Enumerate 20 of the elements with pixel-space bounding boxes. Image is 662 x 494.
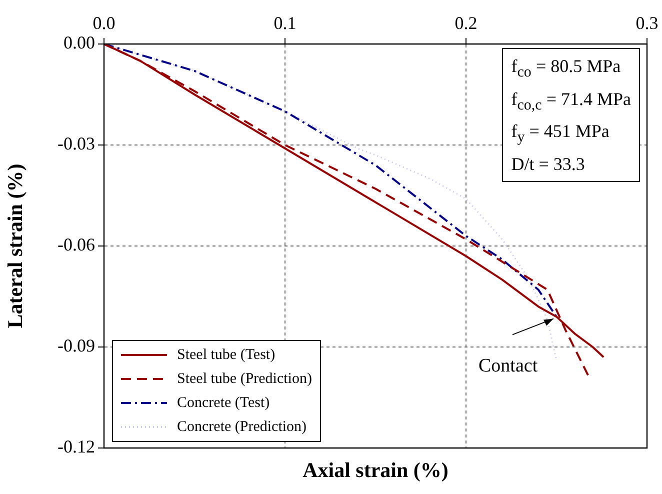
legend-label: Steel tube (Test) (177, 346, 276, 365)
annotation: Contact (478, 356, 538, 377)
annotation: f$_{y}$ = 451 MPa (511, 120, 610, 148)
y-tick-label: -0.06 (58, 234, 95, 255)
y-tick-label: -0.12 (58, 436, 95, 457)
y-tick-label: 0.00 (64, 32, 95, 53)
annotation: f$_{co,c}$ = 71.4 MPa (511, 88, 631, 116)
annotation: f$_{co}$ = 80.5 MPa (511, 55, 622, 83)
y-tick-label: -0.09 (58, 336, 95, 356)
annotation: D/t = 33.3 (511, 152, 586, 176)
legend-label: Concrete (Test) (177, 394, 270, 413)
x-axis-title: Axial strain (%) (302, 458, 450, 483)
x-tick-label: 0.2 (454, 12, 478, 33)
x-tick-label: 0.0 (92, 12, 116, 33)
y-axis-title: Lateral strain (%) (3, 164, 28, 328)
x-tick-label: 0.3 (636, 12, 658, 33)
y-tick-label: -0.03 (58, 134, 95, 154)
legend-label: Concrete (Prediction) (177, 418, 307, 437)
x-tick-label: 0.1 (274, 12, 296, 33)
legend-label: Steel tube (Prediction) (177, 370, 312, 389)
